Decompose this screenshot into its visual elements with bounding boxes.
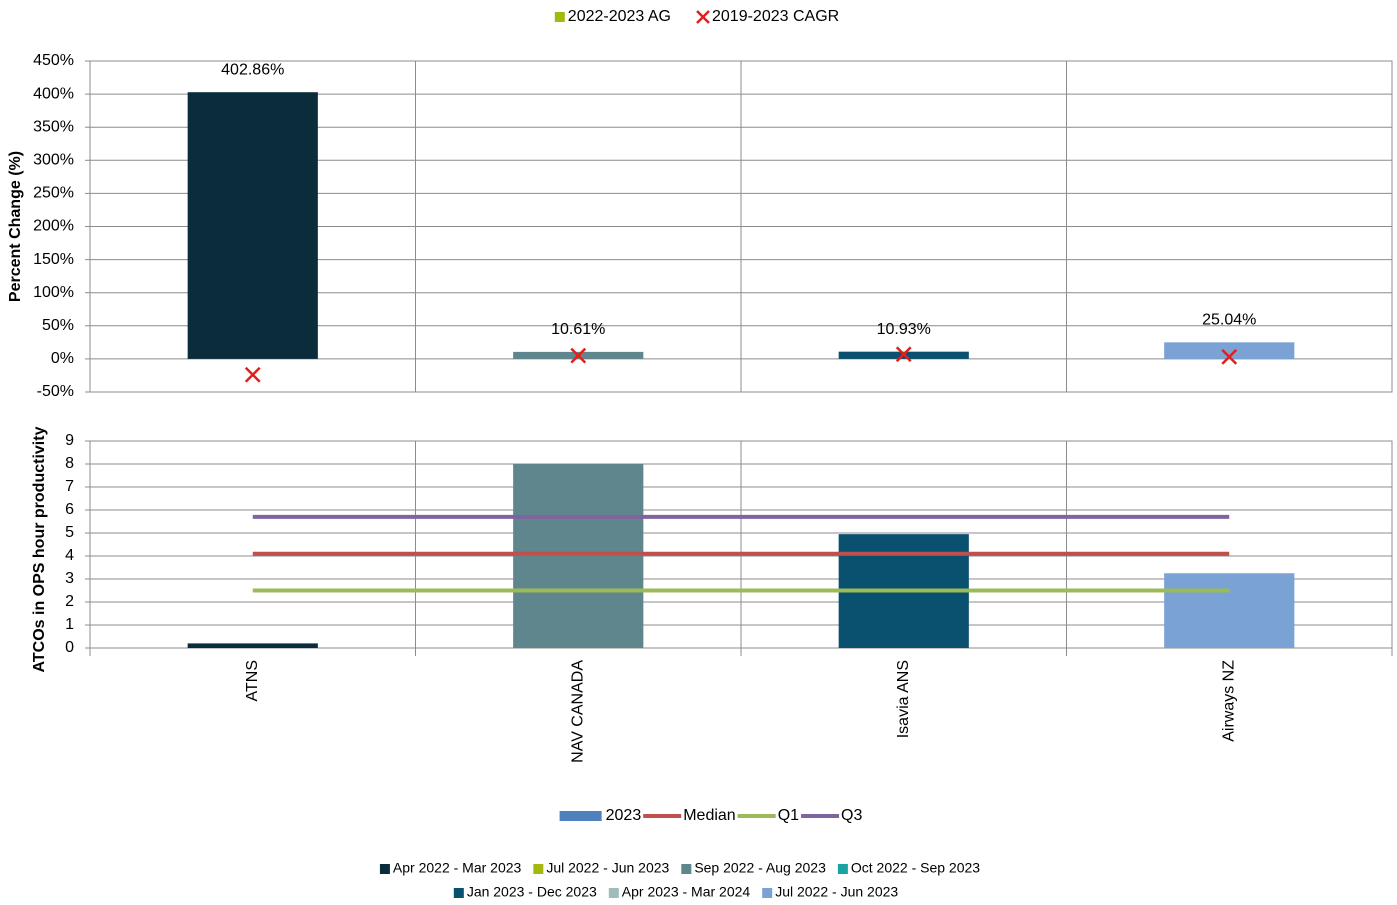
y-tick-label: 150% bbox=[33, 251, 74, 268]
y-axis-title: Percent Change (%) bbox=[7, 151, 24, 302]
x-tick-label: Isavia ANS bbox=[895, 660, 912, 738]
legend-swatch bbox=[554, 12, 565, 22]
y-tick-label: 100% bbox=[33, 284, 74, 301]
y-tick-label: 1 bbox=[65, 616, 74, 633]
cagr-marker bbox=[895, 346, 912, 363]
legend-label: Oct 2022 - Sep 2023 bbox=[851, 860, 980, 876]
bar bbox=[187, 92, 318, 359]
legend-swatch bbox=[608, 888, 619, 898]
y-tick-label: 6 bbox=[65, 501, 74, 518]
legend-swatch bbox=[379, 864, 390, 874]
legend-label: Jul 2022 - Jun 2023 bbox=[546, 860, 669, 876]
bar bbox=[1164, 573, 1295, 648]
legend-label: 2023 bbox=[606, 807, 642, 824]
cagr-marker bbox=[570, 347, 587, 364]
cagr-marker bbox=[1221, 349, 1238, 365]
data-label: 25.04% bbox=[1202, 312, 1256, 329]
legend-label: Median bbox=[683, 807, 735, 824]
x-tick-label: ATNS bbox=[244, 660, 261, 701]
y-tick-label: 7 bbox=[65, 478, 74, 495]
legend-label: 2019-2023 CAGR bbox=[712, 8, 839, 25]
y-tick-label: 9 bbox=[65, 432, 74, 449]
y-tick-label: 50% bbox=[42, 317, 74, 334]
y-tick-label: 3 bbox=[65, 570, 74, 587]
y-tick-label: 350% bbox=[33, 118, 74, 135]
y-tick-label: 8 bbox=[65, 455, 74, 472]
y-tick-label: 5 bbox=[65, 524, 74, 541]
y-tick-label: 300% bbox=[33, 152, 74, 169]
y-tick-label: 450% bbox=[33, 52, 74, 69]
data-label: 10.93% bbox=[877, 321, 931, 338]
y-tick-label: 200% bbox=[33, 218, 74, 235]
x-tick-label: Airways NZ bbox=[1220, 660, 1237, 742]
y-tick-label: 0% bbox=[51, 350, 74, 367]
legend-swatch bbox=[533, 864, 544, 874]
plot-border bbox=[89, 440, 1393, 649]
legend-swatch bbox=[681, 864, 692, 874]
legend-swatch bbox=[837, 864, 848, 874]
x-tick-label: NAV CANADA bbox=[569, 660, 586, 763]
legend-label: Jan 2023 - Dec 2023 bbox=[467, 884, 597, 900]
legend-label: 2022-2023 AG bbox=[568, 8, 671, 25]
legend-swatch bbox=[762, 888, 773, 898]
y-tick-label: 250% bbox=[33, 185, 74, 202]
legend-label: Jul 2022 - Jun 2023 bbox=[775, 884, 898, 900]
bar bbox=[187, 643, 318, 648]
legend-label: Sep 2022 - Aug 2023 bbox=[694, 860, 826, 876]
plot-border bbox=[89, 60, 1393, 393]
cagr-marker bbox=[244, 366, 261, 383]
y-axis-title: ATCOs in OPS hour productivity bbox=[31, 426, 48, 672]
legend: Apr 2022 - Mar 2023 Jul 2022 - Jun 2023 Se… bbox=[379, 860, 980, 876]
legend: 2023 Median Q1 Q3 bbox=[559, 807, 862, 824]
bar bbox=[513, 464, 644, 648]
legend-label: Q3 bbox=[841, 807, 862, 824]
y-tick-label: 4 bbox=[65, 547, 74, 564]
legend: Jan 2023 - Dec 2023 Apr 2023 - Mar 2024 Ju… bbox=[453, 884, 898, 900]
legend-swatch bbox=[559, 811, 602, 821]
data-label: 402.86% bbox=[221, 61, 284, 78]
y-tick-label: 400% bbox=[33, 85, 74, 102]
legend-label: Q1 bbox=[778, 807, 799, 824]
data-label: 10.61% bbox=[551, 321, 605, 338]
bar bbox=[1164, 342, 1295, 359]
legend-label: Apr 2023 - Mar 2024 bbox=[622, 884, 751, 900]
legend: 2022-2023 AG 2019-2023 CAGR bbox=[554, 8, 839, 25]
y-tick-label: -50% bbox=[37, 383, 74, 400]
y-tick-label: 2 bbox=[65, 593, 74, 610]
legend-swatch bbox=[696, 10, 710, 24]
legend-swatch bbox=[453, 888, 464, 898]
legend-label: Apr 2022 - Mar 2023 bbox=[393, 860, 522, 876]
y-tick-label: 0 bbox=[65, 639, 74, 656]
